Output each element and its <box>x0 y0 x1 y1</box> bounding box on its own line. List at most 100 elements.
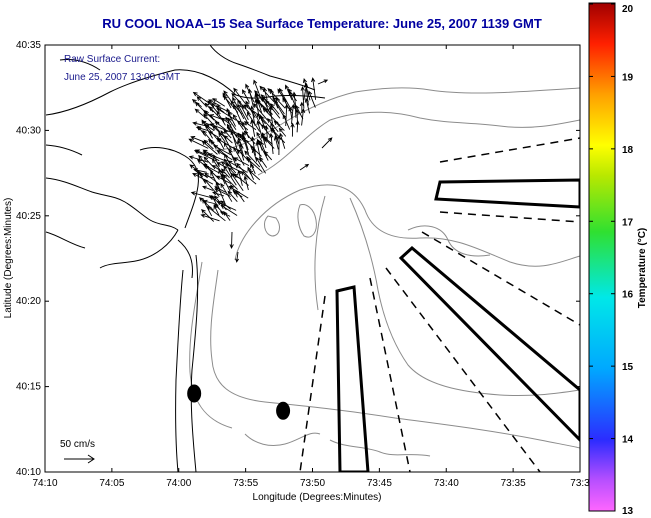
y-axis-label: Latitude (Degrees:Minutes) <box>3 198 14 319</box>
buoy-marker <box>276 401 291 420</box>
current-vector <box>295 104 304 120</box>
shipping-lane-southeast <box>398 246 580 443</box>
current-vector <box>241 89 250 103</box>
current-vector <box>260 140 268 157</box>
current-vector <box>253 103 269 121</box>
current-vector <box>251 148 257 161</box>
current-vector <box>196 96 207 108</box>
x-tick-label: 73:3 <box>570 478 590 489</box>
buoy-marker <box>187 384 202 403</box>
current-vector <box>240 171 257 185</box>
current-vector <box>273 135 279 150</box>
current-vector <box>188 138 209 149</box>
current-vector <box>290 122 295 137</box>
x-tick-label: 73:35 <box>501 478 526 489</box>
current-vector <box>244 150 261 168</box>
y-tick-label: 40:35 <box>16 40 41 51</box>
current-vector <box>287 88 297 102</box>
current-vector <box>222 92 232 109</box>
current-vector <box>254 92 263 113</box>
current-vector <box>190 191 213 199</box>
current-vector <box>256 138 269 161</box>
colorbar-tick-label: 14 <box>622 435 634 446</box>
current-vector <box>203 156 215 168</box>
current-vector <box>248 169 261 181</box>
annotation-timestamp: June 25, 2007 13:00 GMT <box>64 72 180 83</box>
y-tick-label: 40:10 <box>16 467 41 478</box>
colorbar-tick-label: 13 <box>622 506 634 517</box>
y-tick-label: 40:30 <box>16 125 41 136</box>
current-vector <box>208 106 221 119</box>
current-vector <box>279 132 286 149</box>
current-vector <box>204 172 221 186</box>
current-vector <box>238 133 256 151</box>
current-vector <box>250 136 257 156</box>
x-tick-label: 74:10 <box>32 478 57 489</box>
current-vector <box>201 140 218 155</box>
current-vector <box>259 85 275 103</box>
colorbar-tick-label: 19 <box>622 72 634 83</box>
current-vector <box>233 103 243 125</box>
current-vector <box>233 87 249 108</box>
current-vector <box>261 133 267 149</box>
current-vector <box>311 77 317 100</box>
current-vector <box>237 98 249 121</box>
current-vector <box>265 99 281 119</box>
x-axis-label: Longitude (Degrees:Minutes) <box>253 492 382 503</box>
current-vector <box>317 79 329 85</box>
current-vector <box>209 123 231 133</box>
current-vector <box>236 162 251 180</box>
y-tick-label: 40:20 <box>16 296 41 307</box>
current-vector <box>263 150 273 161</box>
current-vector <box>237 103 250 126</box>
current-vector <box>211 194 220 209</box>
current-vector <box>282 114 291 130</box>
current-vector <box>256 120 263 139</box>
colorbar-tick-label: 18 <box>622 145 634 156</box>
current-vector <box>250 163 256 174</box>
current-vector <box>233 173 249 186</box>
colorbar-gradient <box>588 2 616 512</box>
colorbar-ticks: 20 19 18 17 16 15 14 13 <box>589 3 634 517</box>
y-tick-label: 40:25 <box>16 211 41 222</box>
current-vector <box>222 174 238 190</box>
current-vector <box>235 189 245 203</box>
current-vector <box>225 116 237 138</box>
current-vector <box>295 120 300 133</box>
x-tick-label: 74:05 <box>99 478 124 489</box>
current-vector <box>268 105 273 124</box>
current-vector <box>200 213 220 222</box>
current-vector <box>247 88 254 108</box>
current-vector <box>215 105 233 115</box>
map-plot-area <box>45 45 580 472</box>
current-vector <box>216 201 237 211</box>
chart-title: RU COOL NOAA–15 Sea Surface Temperature:… <box>102 16 542 31</box>
shipping-lane-east <box>434 178 580 209</box>
current-vector <box>303 82 309 106</box>
current-vector <box>215 175 232 184</box>
current-vector <box>269 132 274 155</box>
current-vector <box>227 111 237 127</box>
buoys <box>187 384 291 420</box>
current-vector <box>213 204 220 216</box>
current-vector <box>220 182 233 202</box>
scale-label: 50 cm/s <box>60 439 95 450</box>
current-vector <box>250 105 256 126</box>
current-vector <box>300 108 306 126</box>
coastline <box>45 45 326 472</box>
current-vector <box>192 173 214 185</box>
current-vector <box>216 110 226 126</box>
colorbar-tick-label: 20 <box>622 4 634 15</box>
current-vector <box>201 119 213 139</box>
current-vector <box>223 129 232 139</box>
current-vector <box>321 137 333 149</box>
current-vector <box>212 125 226 138</box>
current-vector <box>279 87 291 109</box>
current-vector <box>304 97 311 114</box>
x-axis-ticks: 74:10 74:05 74:00 73:55 73:50 73:45 73:40 73:35… <box>32 45 590 489</box>
surface-current-vectors <box>188 77 333 263</box>
current-vector <box>270 103 280 115</box>
current-vector <box>215 181 226 205</box>
current-vector <box>276 135 282 156</box>
colorbar: 20 19 18 17 16 15 14 13 Temperature (°C) <box>588 2 648 517</box>
